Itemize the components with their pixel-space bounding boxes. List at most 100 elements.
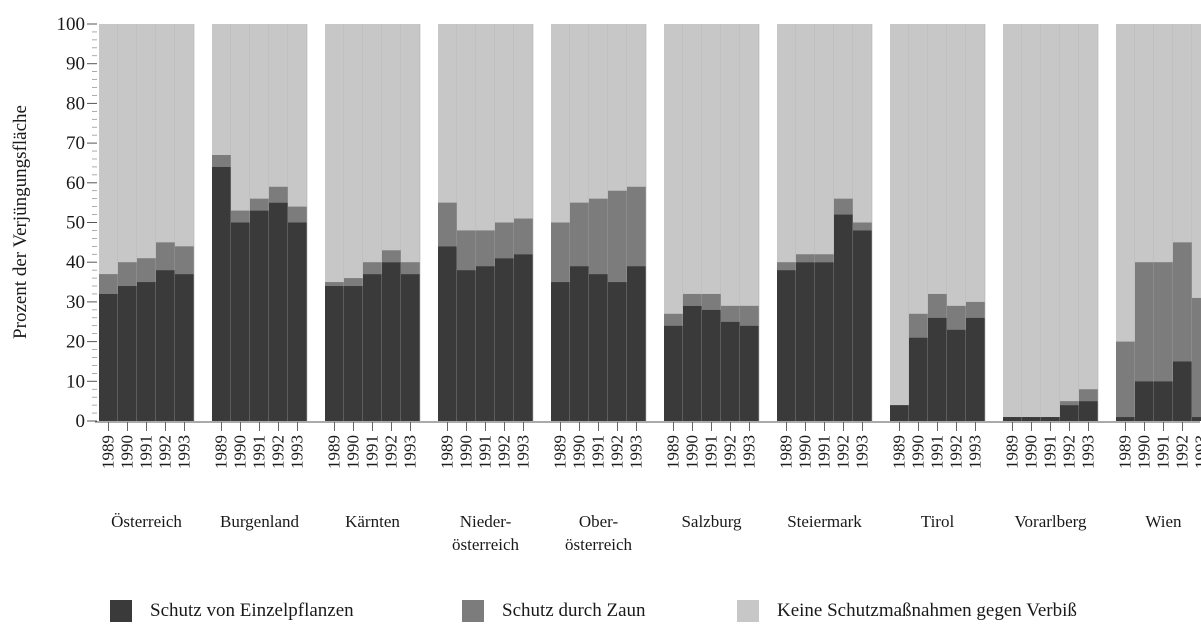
group-label: Kärnten: [345, 512, 400, 531]
bar-einzel: [664, 326, 683, 421]
legend-swatch-einzel: [110, 600, 132, 622]
x-tick-label: 1992: [382, 435, 401, 469]
x-tick-label: 1990: [796, 435, 815, 469]
bar-zaun: [382, 250, 401, 262]
bar-einzel: [137, 282, 156, 421]
bar-einzel: [1173, 361, 1192, 421]
bar-einzel: [1135, 381, 1154, 421]
x-tick-label: 1993: [627, 435, 646, 469]
bar-zaun: [815, 254, 834, 262]
x-tick-label: 1990: [570, 435, 589, 469]
x-tick-label: 1989: [325, 435, 344, 469]
x-tick-label: 1991: [250, 435, 269, 469]
bar-einzel: [777, 270, 796, 421]
bar-einzel: [344, 286, 363, 421]
x-tick-label: 1992: [269, 435, 288, 469]
y-tick-label: 50: [66, 213, 85, 234]
bar-einzel: [457, 270, 476, 421]
x-tick-label: 1993: [288, 435, 307, 469]
bar-einzel: [1022, 417, 1041, 421]
bar-zaun: [175, 246, 194, 274]
x-tick-label: 1989: [664, 435, 683, 469]
bar-zaun: [721, 306, 740, 322]
bar-zaun: [344, 278, 363, 286]
bar-zaun: [457, 230, 476, 270]
legend: Schutz von Einzelpflanzen Schutz durch Z…: [0, 596, 1201, 626]
x-tick-label: 1989: [1003, 435, 1022, 469]
bar-einzel: [401, 274, 420, 421]
x-tick-label: 1992: [156, 435, 175, 469]
bar-zaun: [231, 211, 250, 223]
x-tick-label: 1992: [1173, 435, 1192, 469]
x-tick-label: 1989: [438, 435, 457, 469]
bar-einzel: [1079, 401, 1098, 421]
x-tick-label: 1990: [118, 435, 137, 469]
bar-einzel: [269, 203, 288, 421]
group-label: österreich: [452, 535, 520, 554]
bar-zaun: [363, 262, 382, 274]
bar-einzel: [438, 246, 457, 421]
bar-zaun: [137, 258, 156, 282]
x-tick-label: 1993: [853, 435, 872, 469]
x-tick-label: 1991: [137, 435, 156, 469]
y-tick-label: 80: [66, 93, 85, 114]
group-label: Ober-: [579, 512, 619, 531]
x-tick-label: 1989: [551, 435, 570, 469]
bar-einzel: [721, 322, 740, 421]
bar-einzel: [288, 223, 307, 422]
bar-einzel: [627, 266, 646, 421]
bar-einzel: [589, 274, 608, 421]
bar-keine: [1003, 24, 1022, 421]
bar-einzel: [796, 262, 815, 421]
bar-einzel: [495, 258, 514, 421]
bar-zaun: [438, 203, 457, 247]
x-tick-label: 1993: [1079, 435, 1098, 469]
bar-zaun: [1060, 401, 1079, 405]
bar-zaun: [853, 223, 872, 231]
x-tick-label: 1993: [740, 435, 759, 469]
bar-einzel: [175, 274, 194, 421]
bar-einzel: [551, 282, 570, 421]
bar-zaun: [476, 230, 495, 266]
x-tick-label: 1991: [815, 435, 834, 469]
bar-zaun: [325, 282, 344, 286]
bar-keine: [1022, 24, 1041, 421]
bar-zaun: [627, 187, 646, 266]
group-label: Österreich: [111, 512, 182, 531]
bar-keine: [890, 24, 909, 421]
bar-zaun: [683, 294, 702, 306]
bar-einzel: [608, 282, 627, 421]
group-label: Salzburg: [681, 512, 742, 531]
bar-zaun: [570, 203, 589, 267]
bar-zaun: [269, 187, 288, 203]
bar-einzel: [363, 274, 382, 421]
bar-einzel: [99, 294, 118, 421]
legend-item-keine: Keine Schutzmaßnahmen gegen Verbiß: [737, 596, 1077, 626]
bar-einzel: [570, 266, 589, 421]
x-tick-label: 1989: [890, 435, 909, 469]
legend-item-einzel: Schutz von Einzelpflanzen: [110, 596, 354, 626]
x-tick-label: 1990: [683, 435, 702, 469]
bar-zaun: [212, 155, 231, 167]
bar-einzel: [231, 223, 250, 422]
legend-label-einzel: Schutz von Einzelpflanzen: [150, 600, 354, 622]
bar-zaun: [664, 314, 683, 326]
bar-zaun: [288, 207, 307, 223]
bar-zaun: [250, 199, 269, 211]
x-tick-label: 1992: [495, 435, 514, 469]
bar-keine: [1060, 24, 1079, 421]
y-tick-label: 60: [66, 173, 85, 194]
legend-item-zaun: Schutz durch Zaun: [462, 596, 646, 626]
x-tick-label: 1993: [401, 435, 420, 469]
x-tick-label: 1992: [721, 435, 740, 469]
bar-zaun: [777, 262, 796, 270]
bar-zaun: [740, 306, 759, 326]
bar-einzel: [702, 310, 721, 421]
bar-einzel: [890, 405, 909, 421]
bar-einzel: [476, 266, 495, 421]
x-tick-label: 1989: [212, 435, 231, 469]
bar-zaun: [514, 219, 533, 255]
